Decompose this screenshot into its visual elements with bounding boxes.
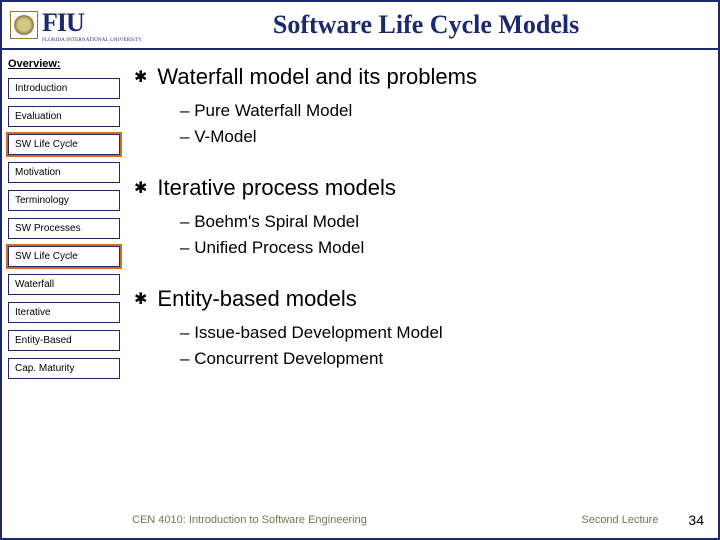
main-bullet-text: Waterfall model and its problems: [157, 64, 477, 90]
footer-page-number: 34: [688, 512, 704, 528]
sidebar-heading: Overview:: [8, 58, 120, 70]
sub-bullet: Boehm's Spiral Model: [180, 209, 706, 235]
main-bullet-text: Entity-based models: [157, 286, 356, 312]
footer-lecture: Second Lecture: [581, 514, 658, 526]
sub-list: Boehm's Spiral ModelUnified Process Mode…: [180, 209, 706, 260]
main-bullet-text: Iterative process models: [157, 175, 395, 201]
university-logo: FIU FLORIDA INTERNATIONAL UNIVERSITY: [42, 8, 142, 43]
sidebar-item-evaluation[interactable]: Evaluation: [8, 106, 120, 127]
sub-bullet: V-Model: [180, 124, 706, 150]
body: Overview: Introduction Evaluation SW Life …: [2, 50, 718, 510]
content-group: ✱ Waterfall model and its problems Pure Wa…: [134, 64, 706, 149]
sidebar-item-cap-maturity[interactable]: Cap. Maturity: [8, 358, 120, 379]
slide: FIU FLORIDA INTERNATIONAL UNIVERSITY Sof…: [0, 0, 720, 540]
star-icon: ✱: [134, 64, 147, 92]
sub-list: Pure Waterfall ModelV-Model: [180, 98, 706, 149]
page-title: Software Life Cycle Models: [142, 10, 710, 40]
sub-bullet: Issue-based Development Model: [180, 320, 706, 346]
main-bullet: ✱ Waterfall model and its problems: [134, 64, 706, 92]
sidebar-item-sw-life-cycle[interactable]: SW Life Cycle: [8, 246, 120, 267]
main-bullet: ✱ Entity-based models: [134, 286, 706, 314]
sub-bullet: Concurrent Development: [180, 346, 706, 372]
university-subtext: FLORIDA INTERNATIONAL UNIVERSITY: [42, 38, 142, 43]
content-group: ✱ Entity-based models Issue-based Developm…: [134, 286, 706, 371]
main-bullet: ✱ Iterative process models: [134, 175, 706, 203]
sub-list: Issue-based Development ModelConcurrent …: [180, 320, 706, 371]
star-icon: ✱: [134, 286, 147, 314]
sub-bullet: Pure Waterfall Model: [180, 98, 706, 124]
footer-course: CEN 4010: Introduction to Software Engin…: [132, 514, 581, 526]
sidebar-item-terminology[interactable]: Terminology: [8, 190, 120, 211]
content-group: ✱ Iterative process models Boehm's Spiral …: [134, 175, 706, 260]
sidebar-item-iterative[interactable]: Iterative: [8, 302, 120, 323]
sidebar-item-sw-life-cycle[interactable]: SW Life Cycle: [8, 134, 120, 155]
university-seal-icon: [10, 11, 38, 39]
content-area: ✱ Waterfall model and its problems Pure Wa…: [126, 50, 718, 510]
sidebar-item-sw-processes[interactable]: SW Processes: [8, 218, 120, 239]
sidebar: Overview: Introduction Evaluation SW Life …: [2, 50, 126, 510]
sidebar-item-motivation[interactable]: Motivation: [8, 162, 120, 183]
sidebar-item-entity-based[interactable]: Entity-Based: [8, 330, 120, 351]
sidebar-item-waterfall[interactable]: Waterfall: [8, 274, 120, 295]
sub-bullet: Unified Process Model: [180, 235, 706, 261]
title-bar: FIU FLORIDA INTERNATIONAL UNIVERSITY Sof…: [2, 2, 718, 50]
footer: CEN 4010: Introduction to Software Engin…: [2, 508, 718, 532]
star-icon: ✱: [134, 175, 147, 203]
sidebar-item-introduction[interactable]: Introduction: [8, 78, 120, 99]
